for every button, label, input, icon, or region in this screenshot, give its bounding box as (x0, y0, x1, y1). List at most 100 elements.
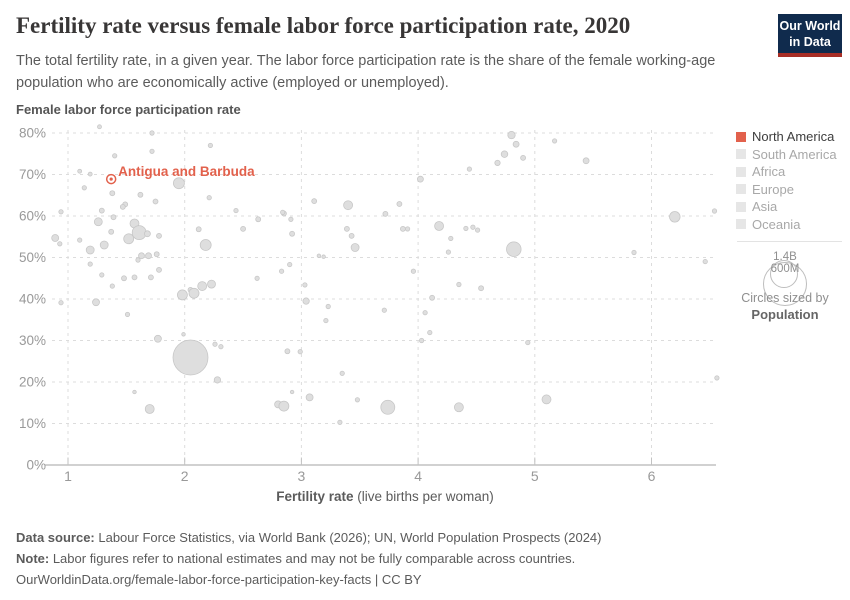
data-point[interactable] (145, 252, 152, 260)
data-point[interactable] (87, 261, 93, 267)
data-point[interactable] (302, 297, 310, 305)
data-point[interactable] (279, 268, 285, 274)
data-point[interactable] (410, 268, 416, 274)
data-point[interactable] (138, 252, 145, 260)
data-point[interactable] (93, 217, 103, 227)
data-point[interactable] (343, 200, 353, 211)
data-point[interactable] (400, 226, 406, 232)
data-point[interactable] (58, 300, 64, 306)
data-point[interactable] (280, 209, 286, 215)
data-point[interactable] (197, 281, 208, 291)
data-point[interactable] (135, 257, 141, 263)
data-point[interactable] (81, 185, 87, 191)
data-point[interactable] (233, 208, 239, 214)
data-point[interactable] (669, 211, 681, 223)
data-point[interactable] (325, 303, 331, 310)
data-point[interactable] (714, 375, 720, 381)
data-point[interactable] (305, 393, 314, 402)
data-point[interactable] (109, 190, 116, 197)
data-point[interactable] (153, 251, 160, 258)
data-point[interactable] (525, 340, 531, 346)
data-point[interactable] (85, 245, 95, 255)
data-point[interactable] (212, 341, 218, 347)
data-point[interactable] (255, 216, 262, 223)
data-point[interactable] (112, 153, 118, 159)
data-point[interactable] (254, 275, 260, 281)
data-point[interactable] (213, 376, 221, 384)
data-point[interactable] (149, 148, 155, 154)
data-point[interactable] (199, 239, 212, 251)
data-point[interactable] (350, 243, 360, 252)
data-point[interactable] (288, 216, 294, 222)
data-point[interactable] (195, 226, 202, 233)
data-point[interactable] (429, 294, 435, 301)
data-point[interactable] (512, 140, 520, 148)
data-point[interactable] (380, 399, 396, 415)
data-point[interactable] (311, 198, 318, 204)
data-point[interactable] (506, 241, 522, 257)
data-point[interactable] (297, 349, 303, 355)
data-point[interactable] (344, 226, 350, 232)
data-point[interactable] (463, 225, 469, 231)
data-point[interactable] (98, 207, 105, 214)
data-point[interactable] (417, 175, 424, 183)
data-point[interactable] (51, 234, 60, 242)
data-point[interactable] (500, 150, 509, 158)
data-point[interactable] (57, 241, 63, 247)
data-point[interactable] (144, 230, 151, 238)
data-point[interactable] (381, 307, 387, 313)
data-point[interactable] (478, 285, 484, 292)
data-point[interactable] (454, 402, 464, 413)
data-point[interactable] (137, 191, 144, 198)
data-point[interactable] (124, 311, 131, 317)
data-point[interactable] (470, 224, 476, 230)
data-point[interactable] (520, 155, 526, 161)
legend-item-africa[interactable]: Africa (736, 163, 848, 181)
data-point[interactable] (711, 208, 718, 214)
data-point[interactable] (172, 339, 209, 376)
data-point[interactable] (148, 274, 154, 281)
data-point[interactable] (99, 272, 105, 278)
footer-url-link[interactable]: OurWorldinData.org/female-labor-force-pa… (16, 572, 372, 587)
data-point[interactable] (181, 332, 186, 337)
data-point[interactable] (348, 233, 355, 239)
data-point[interactable] (188, 287, 200, 299)
data-point[interactable] (149, 130, 155, 136)
data-point[interactable] (121, 275, 127, 282)
data-point[interactable] (119, 204, 126, 210)
data-point[interactable] (77, 237, 83, 243)
legend-item-south-america[interactable]: South America (736, 146, 848, 164)
legend-item-asia[interactable]: Asia (736, 198, 848, 216)
data-point[interactable] (456, 281, 462, 288)
data-point[interactable] (131, 225, 147, 240)
data-point[interactable] (156, 233, 162, 239)
data-point[interactable] (99, 240, 109, 250)
legend-item-north-america[interactable]: North America (736, 128, 848, 146)
data-point[interactable] (466, 166, 472, 172)
data-point[interactable] (494, 159, 501, 166)
data-point[interactable] (582, 157, 590, 165)
data-point[interactable] (323, 318, 329, 324)
data-point[interactable] (154, 334, 162, 343)
data-point[interactable] (507, 131, 516, 140)
data-point[interactable] (109, 283, 115, 289)
data-point[interactable] (287, 262, 293, 268)
data-point[interactable] (354, 397, 360, 403)
data-point[interactable] (132, 389, 137, 395)
data-point[interactable] (434, 221, 444, 231)
data-point[interactable] (207, 279, 216, 289)
data-point[interactable] (144, 404, 155, 414)
legend-item-europe[interactable]: Europe (736, 181, 848, 199)
data-point[interactable] (77, 168, 83, 174)
legend-item-oceania[interactable]: Oceania (736, 216, 848, 234)
data-point[interactable] (278, 400, 290, 412)
data-point[interactable] (173, 177, 185, 190)
data-point[interactable] (177, 289, 188, 301)
data-point[interactable] (631, 249, 637, 256)
data-point[interactable] (422, 310, 428, 316)
data-point[interactable] (289, 230, 295, 237)
data-point[interactable] (87, 171, 93, 177)
data-point[interactable] (240, 226, 246, 232)
data-point[interactable] (541, 394, 552, 405)
data-point[interactable] (152, 198, 159, 205)
